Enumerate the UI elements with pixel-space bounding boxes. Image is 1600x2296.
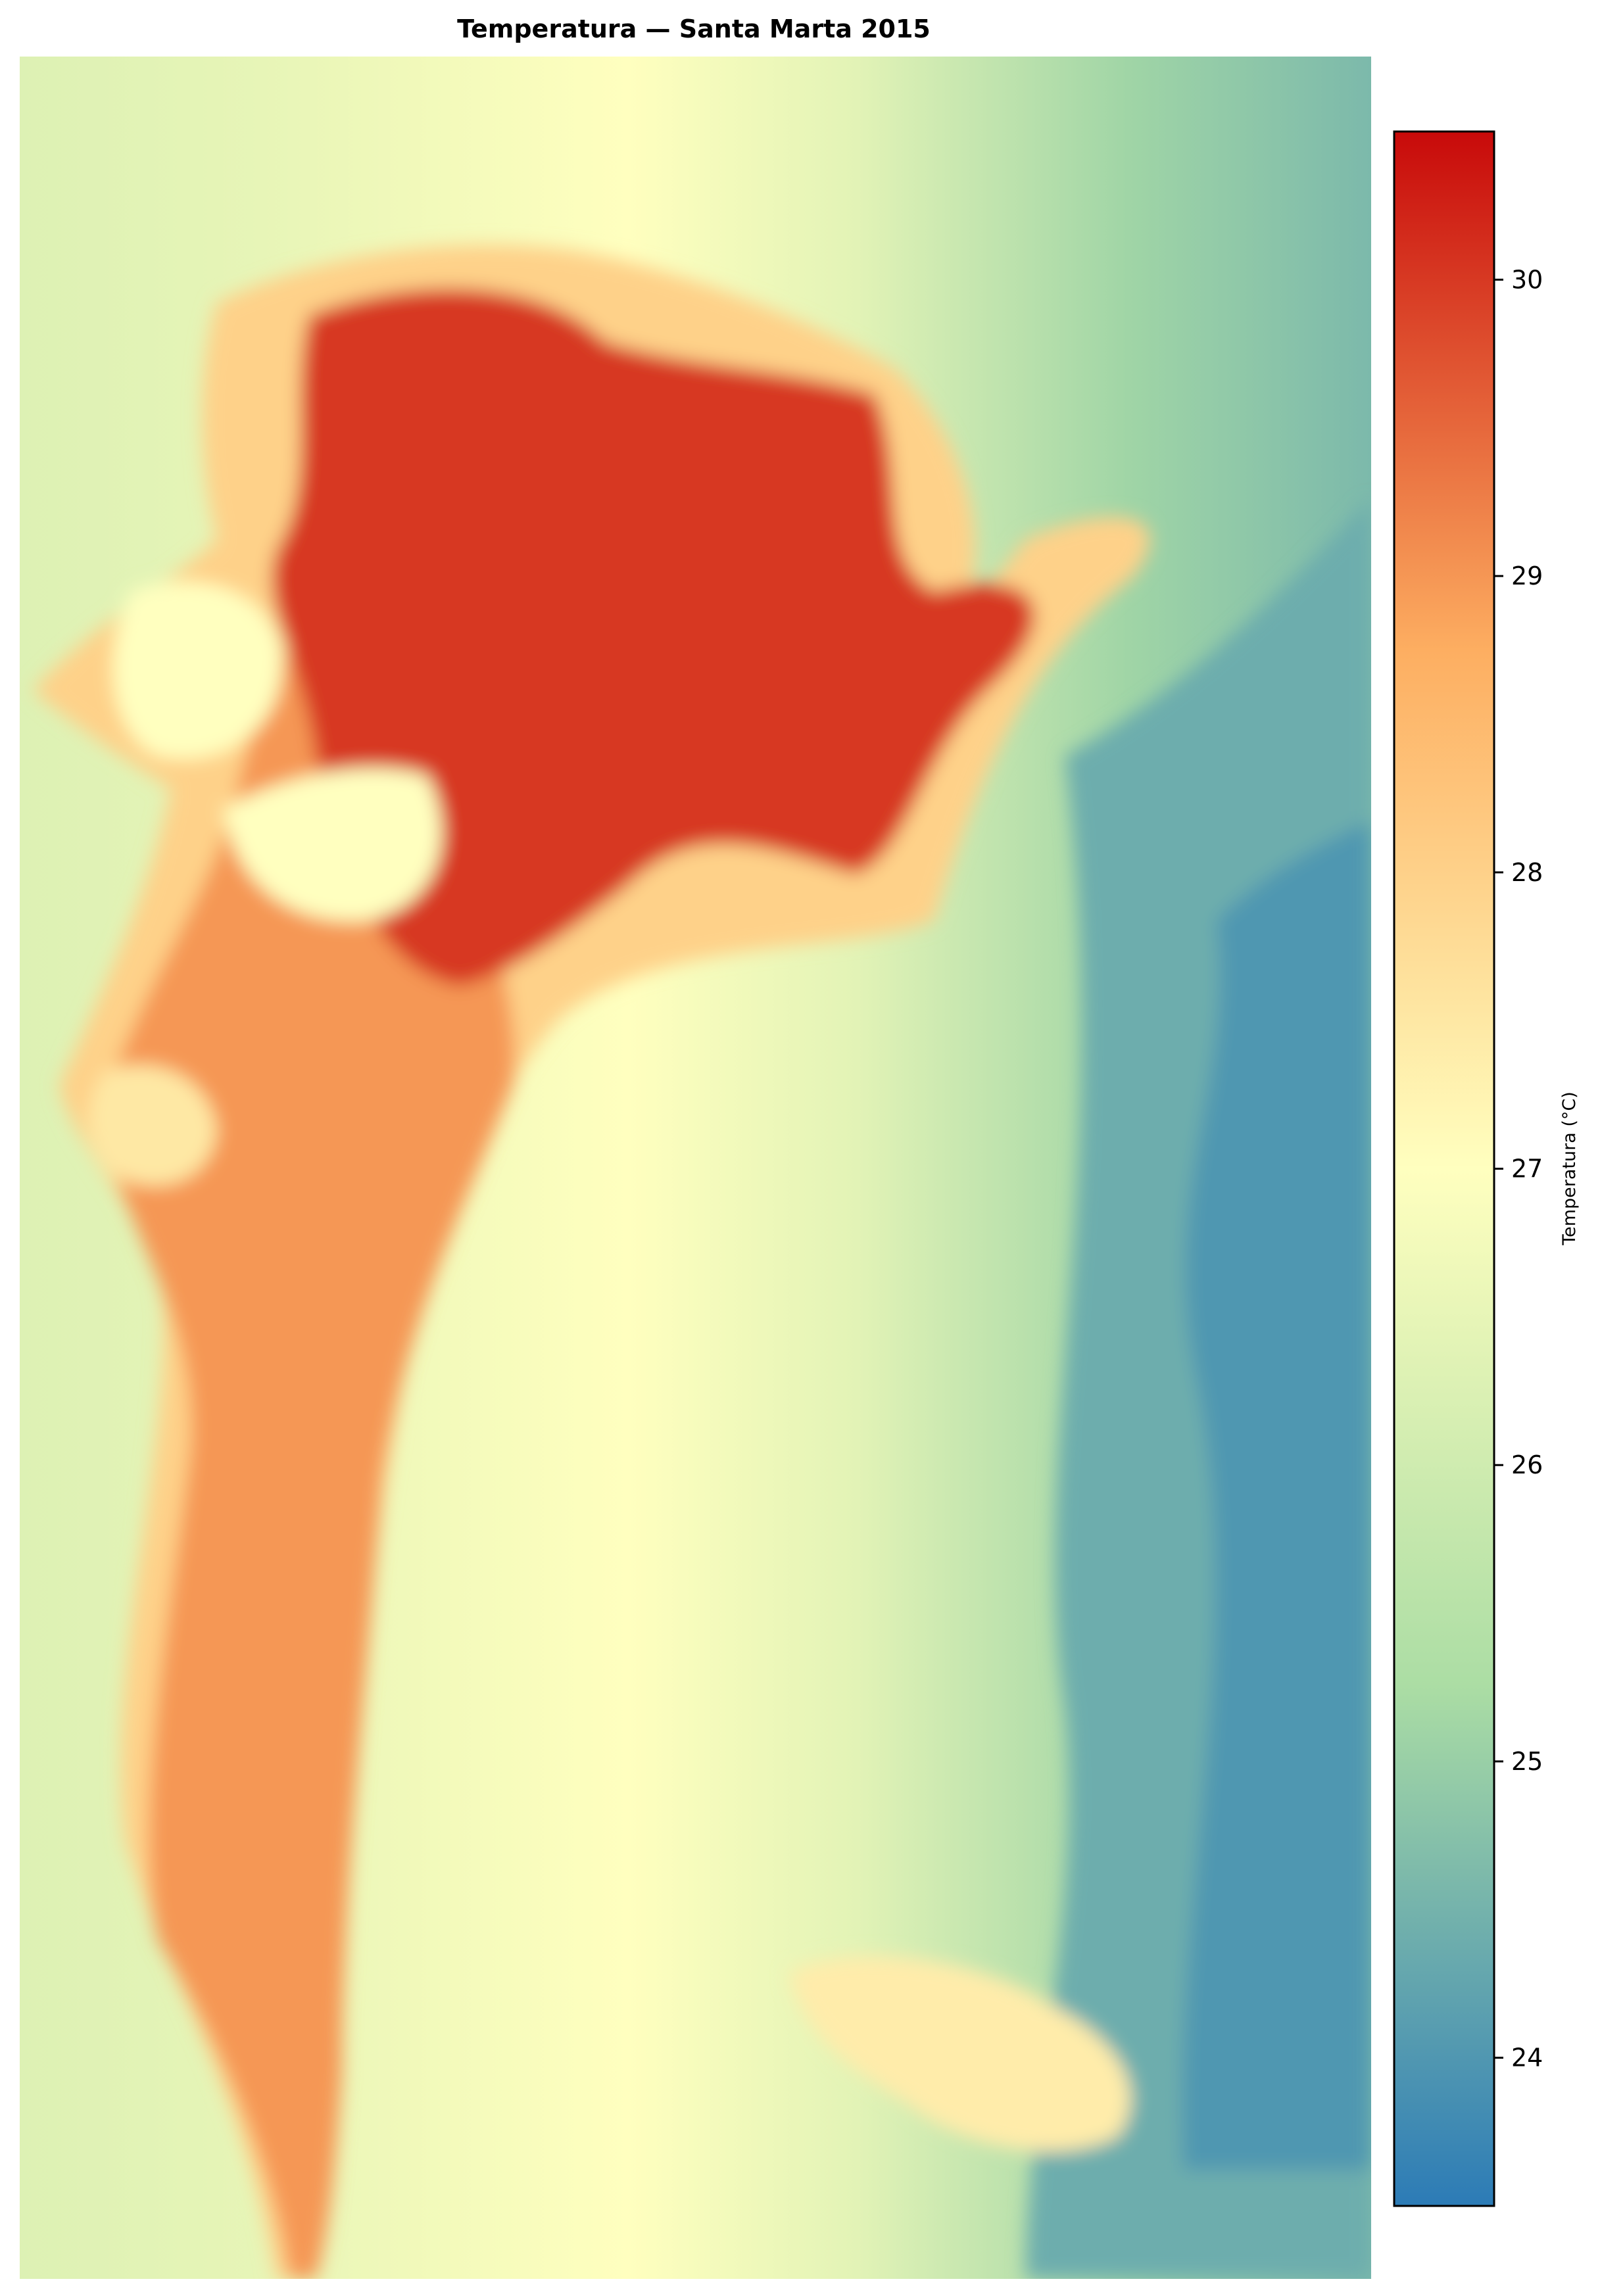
colorbar-tick-label: 28: [1511, 858, 1543, 887]
colorbar-tick-label: 26: [1511, 1450, 1543, 1479]
colorbar-label: Temperatura (°C): [1559, 1091, 1580, 1246]
sierra-core-zone: [1182, 822, 1371, 2170]
urban-strip-zone: [99, 644, 515, 2279]
chart-title: Temperatura — Santa Marta 2015: [457, 14, 931, 43]
urban-core-zone: [272, 289, 1035, 986]
colorbar-tick-label: 24: [1511, 2044, 1543, 2072]
plain-pocket-1: [113, 581, 283, 759]
heatmap-image: [20, 57, 1371, 2279]
plain-pocket-3: [89, 1065, 217, 1186]
colorbar-tick-label: 25: [1511, 1747, 1543, 1776]
colorbar-tick-label: 30: [1511, 265, 1543, 294]
colorbar-tick-label: 27: [1511, 1155, 1543, 1184]
south-fringe-zone: [789, 1956, 1131, 2152]
colorbar-gradient: [1393, 130, 1495, 2207]
colorbar: 24 25 26 27 28 29 30 Temperatura (°C): [1393, 130, 1580, 2207]
colorbar-tick-label: 29: [1511, 562, 1543, 590]
plain-pocket-2: [224, 768, 442, 922]
